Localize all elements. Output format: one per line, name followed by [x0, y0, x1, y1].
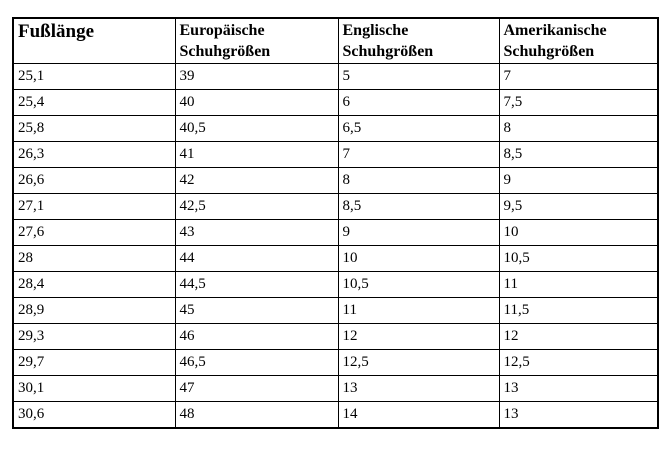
table-cell-eu: 39 [174, 63, 339, 90]
table-cell-eu: 44 [174, 245, 339, 272]
table-cell-eu: 48 [174, 401, 339, 429]
table-cell-uk: 6,5 [337, 115, 500, 142]
table-cell-uk: 7 [337, 141, 500, 168]
table-row: 29,3 46 12 12 [12, 323, 659, 350]
table-cell-eu: 44,5 [174, 271, 339, 298]
table-row: 25,8 40,5 6,5 8 [12, 115, 659, 142]
table-cell-us: 10,5 [498, 245, 659, 272]
table-cell-us: 13 [498, 375, 659, 402]
table-cell-uk: 12 [337, 323, 500, 350]
table-cell-uk: 8 [337, 167, 500, 194]
table-cell-us: 7 [498, 63, 659, 90]
table-cell-fusslaenge: 30,1 [12, 375, 176, 402]
table-cell-fusslaenge: 25,1 [12, 63, 176, 90]
table-row: 26,6 42 8 9 [12, 167, 659, 194]
table-row: 25,4 40 6 7,5 [12, 89, 659, 116]
table-cell-us: 12 [498, 323, 659, 350]
table-row: 28 44 10 10,5 [12, 245, 659, 272]
table-cell-us: 11 [498, 271, 659, 298]
table-cell-us: 7,5 [498, 89, 659, 116]
table-cell-us: 8,5 [498, 141, 659, 168]
table-cell-uk: 10,5 [337, 271, 500, 298]
column-header-fusslaenge: Fußlänge [12, 17, 176, 64]
table-cell-us: 9,5 [498, 193, 659, 220]
table-cell-eu: 47 [174, 375, 339, 402]
table-cell-uk: 13 [337, 375, 500, 402]
table-cell-uk: 6 [337, 89, 500, 116]
table-row: 27,6 43 9 10 [12, 219, 659, 246]
table-cell-us: 11,5 [498, 297, 659, 324]
table-cell-eu: 42 [174, 167, 339, 194]
column-header-uk-sizes: Englische Schuhgrößen [337, 17, 500, 64]
table-body: 25,1 39 5 7 25,4 40 6 7,5 25,8 40,5 6,5 8 26,3 41 7 8,5… [12, 63, 659, 429]
table-cell-fusslaenge: 27,1 [12, 193, 176, 220]
table-cell-fusslaenge: 26,3 [12, 141, 176, 168]
table-cell-us: 10 [498, 219, 659, 246]
table-cell-us: 8 [498, 115, 659, 142]
table-cell-uk: 5 [337, 63, 500, 90]
table-cell-uk: 10 [337, 245, 500, 272]
table-cell-us: 9 [498, 167, 659, 194]
table-row: 27,1 42,5 8,5 9,5 [12, 193, 659, 220]
table-header: Fußlänge Europäische Schuhgrößen Englisc… [12, 17, 659, 64]
table-cell-us: 13 [498, 401, 659, 429]
table-cell-uk: 12,5 [337, 349, 500, 376]
table-cell-uk: 8,5 [337, 193, 500, 220]
table-cell-fusslaenge: 27,6 [12, 219, 176, 246]
table-cell-fusslaenge: 28,4 [12, 271, 176, 298]
table-cell-fusslaenge: 25,8 [12, 115, 176, 142]
table-row: 28,4 44,5 10,5 11 [12, 271, 659, 298]
table-cell-eu: 46 [174, 323, 339, 350]
table-cell-eu: 40 [174, 89, 339, 116]
table-cell-uk: 11 [337, 297, 500, 324]
table-row: 26,3 41 7 8,5 [12, 141, 659, 168]
table-row: 29,7 46,5 12,5 12,5 [12, 349, 659, 376]
table-cell-uk: 9 [337, 219, 500, 246]
table-row: 25,1 39 5 7 [12, 63, 659, 90]
table-cell-fusslaenge: 29,3 [12, 323, 176, 350]
table-row: 28,9 45 11 11,5 [12, 297, 659, 324]
table-cell-fusslaenge: 25,4 [12, 89, 176, 116]
table-cell-fusslaenge: 30,6 [12, 401, 176, 429]
table-cell-uk: 14 [337, 401, 500, 429]
table-cell-fusslaenge: 28 [12, 245, 176, 272]
table-row: 30,6 48 14 13 [12, 401, 659, 429]
table-cell-eu: 42,5 [174, 193, 339, 220]
table-cell-us: 12,5 [498, 349, 659, 376]
column-header-eu-sizes: Europäische Schuhgrößen [174, 17, 339, 64]
table-cell-eu: 43 [174, 219, 339, 246]
shoe-size-table-container: Fußlänge Europäische Schuhgrößen Englisc… [12, 17, 659, 429]
table-cell-fusslaenge: 26,6 [12, 167, 176, 194]
column-header-us-sizes: Amerikanische Schuhgrößen [498, 17, 659, 64]
table-cell-eu: 41 [174, 141, 339, 168]
table-cell-fusslaenge: 29,7 [12, 349, 176, 376]
table-row: 30,1 47 13 13 [12, 375, 659, 402]
table-cell-eu: 46,5 [174, 349, 339, 376]
table-cell-fusslaenge: 28,9 [12, 297, 176, 324]
table-cell-eu: 45 [174, 297, 339, 324]
table-cell-eu: 40,5 [174, 115, 339, 142]
header-row: Fußlänge Europäische Schuhgrößen Englisc… [12, 17, 659, 64]
shoe-size-table: Fußlänge Europäische Schuhgrößen Englisc… [12, 17, 659, 429]
